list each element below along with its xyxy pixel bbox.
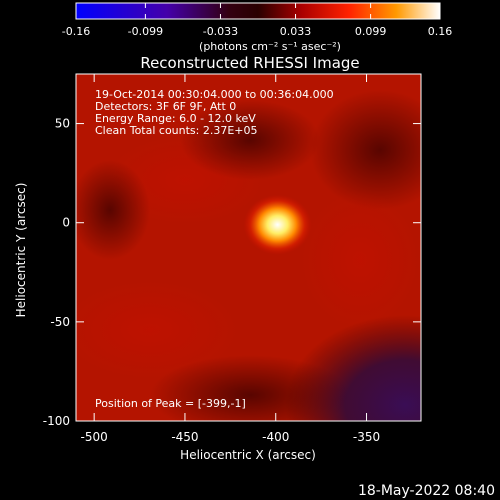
x-axis-label: Heliocentric X (arcsec): [180, 448, 316, 462]
annotation-line: 19-Oct-2014 00:30:04.000 to 00:36:04.000: [95, 88, 334, 101]
y-tick-label: 50: [55, 117, 70, 131]
chart-title: Reconstructed RHESSI Image: [140, 54, 359, 72]
colorbar-tick-label: -0.033: [203, 25, 238, 38]
colorbar-units: (photons cm⁻² s⁻¹ asec⁻²): [199, 40, 341, 53]
colorbar-tick-label: -0.099: [128, 25, 163, 38]
colorbar-tick-label: 0.16: [428, 25, 453, 38]
colorbar-tick-label: -0.16: [62, 25, 90, 38]
annotation-block: 19-Oct-2014 00:30:04.000 to 00:36:04.000…: [95, 88, 334, 137]
annotation-line: Detectors: 3F 6F 9F, Att 0: [95, 100, 236, 113]
x-tick-label: -400: [262, 430, 289, 444]
colorbar-ticks: -0.16 -0.099 -0.033 0.033 0.099 0.16: [62, 3, 452, 38]
x-tick-label: -500: [81, 430, 108, 444]
y-tick-label: 0: [62, 216, 70, 230]
y-tick-label: -100: [43, 414, 70, 428]
annotation-line: Energy Range: 6.0 - 12.0 keV: [95, 112, 256, 125]
colorbar-tick-label: 0.033: [280, 25, 312, 38]
x-tick-label: -350: [353, 430, 380, 444]
plot-frame: [75, 73, 422, 422]
y-axis-ticks: -100 -50 0 50: [43, 117, 421, 428]
y-axis-label: Heliocentric Y (arcsec): [14, 183, 28, 318]
heatmap-image: [76, 74, 421, 421]
footer-timestamp: 18-May-2022 08:40: [358, 483, 495, 499]
dim-region: [285, 315, 421, 421]
colorbar: [75, 2, 441, 20]
peak-position-label: Position of Peak = [-399,-1]: [95, 397, 246, 410]
peak-source: [243, 194, 312, 255]
x-tick-label: -450: [171, 430, 198, 444]
colorbar-tick-label: 0.099: [355, 25, 387, 38]
x-axis-ticks: -500 -450 -400 -350: [81, 74, 380, 444]
annotation-line: Clean Total counts: 2.37E+05: [95, 124, 258, 137]
y-tick-label: -50: [50, 315, 70, 329]
